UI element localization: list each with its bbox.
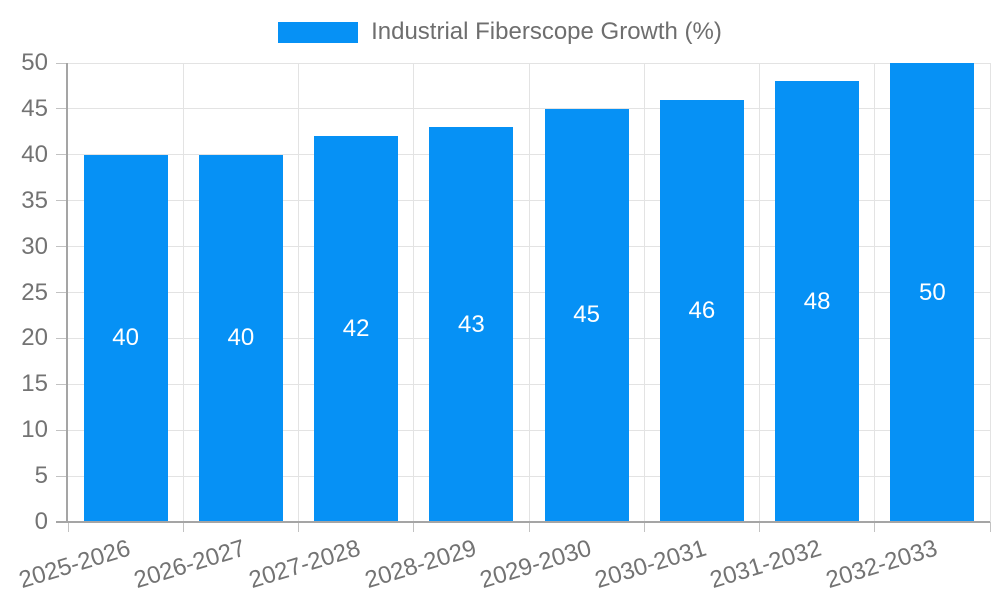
y-tick-label: 45 — [21, 94, 48, 122]
x-gridline — [759, 63, 760, 522]
bar — [544, 108, 629, 522]
bar — [83, 154, 168, 522]
y-tick-label: 40 — [21, 140, 48, 168]
y-tick-label: 50 — [21, 49, 48, 76]
bar-value-label: 40 — [112, 324, 139, 352]
x-axis-tick — [298, 522, 299, 532]
y-axis-tick — [56, 475, 68, 477]
y-axis-tick — [56, 246, 68, 248]
y-axis-tick — [56, 429, 68, 431]
x-gridline — [298, 63, 299, 522]
y-axis-tick — [56, 383, 68, 385]
x-axis-line — [56, 521, 990, 523]
bar — [775, 81, 860, 522]
x-tick-label: 2026-2027 — [131, 534, 249, 594]
x-tick-label: 2027-2028 — [246, 534, 364, 594]
x-axis-tick — [874, 522, 876, 532]
y-axis-tick — [56, 292, 68, 293]
bar — [890, 63, 975, 522]
x-tick-label: 2030-2031 — [592, 534, 710, 594]
x-axis-tick — [989, 522, 991, 532]
y-axis-line — [66, 63, 68, 522]
y-tick-label: 5 — [34, 462, 48, 490]
bar — [429, 127, 514, 522]
y-axis-tick — [56, 337, 68, 339]
y-tick-label: 0 — [34, 508, 48, 535]
y-tick-label: 10 — [21, 416, 48, 444]
y-tick-label: 35 — [21, 186, 48, 214]
bar-value-label: 45 — [573, 301, 600, 329]
bar-value-label: 46 — [688, 296, 716, 324]
x-tick-label: 2025-2026 — [15, 534, 134, 594]
y-tick-label: 25 — [21, 278, 48, 306]
chart-legend[interactable]: Industrial Fiberscope Growth (%) — [0, 20, 1000, 44]
legend-label: Industrial Fiberscope Growth (%) — [371, 18, 722, 45]
x-gridline — [528, 63, 530, 522]
x-axis-tick — [413, 522, 415, 532]
x-axis-tick — [759, 522, 760, 532]
y-axis-tick — [56, 62, 68, 64]
y-axis-tick — [56, 154, 68, 156]
x-tick-label: 2029-2030 — [476, 534, 595, 594]
x-gridline — [182, 63, 184, 522]
bar-value-label: 42 — [342, 315, 370, 343]
x-gridline — [874, 63, 876, 522]
x-axis-tick — [643, 522, 645, 532]
x-tick-label: 2028-2029 — [361, 534, 480, 594]
bar-value-label: 43 — [458, 310, 485, 338]
bar-value-label: 40 — [227, 324, 255, 352]
bar-value-label: 48 — [803, 287, 831, 315]
x-gridline — [413, 63, 415, 522]
y-axis-tick — [56, 108, 68, 110]
x-gridline — [643, 63, 645, 522]
y-axis-tick — [56, 200, 68, 202]
y-tick-label: 20 — [21, 324, 48, 352]
x-tick-label: 2032-2033 — [822, 534, 941, 594]
bar — [659, 99, 744, 522]
x-gridline — [989, 63, 991, 522]
y-tick-label: 15 — [21, 370, 48, 398]
x-axis-tick — [67, 522, 69, 532]
x-axis-tick — [528, 522, 530, 532]
x-tick-label: 2031-2032 — [707, 534, 825, 594]
bar — [314, 136, 399, 522]
y-tick-label: 30 — [21, 232, 48, 260]
bar-value-label: 50 — [919, 278, 946, 306]
legend-swatch — [278, 21, 359, 43]
bar — [198, 154, 283, 522]
x-axis-tick — [182, 522, 184, 532]
